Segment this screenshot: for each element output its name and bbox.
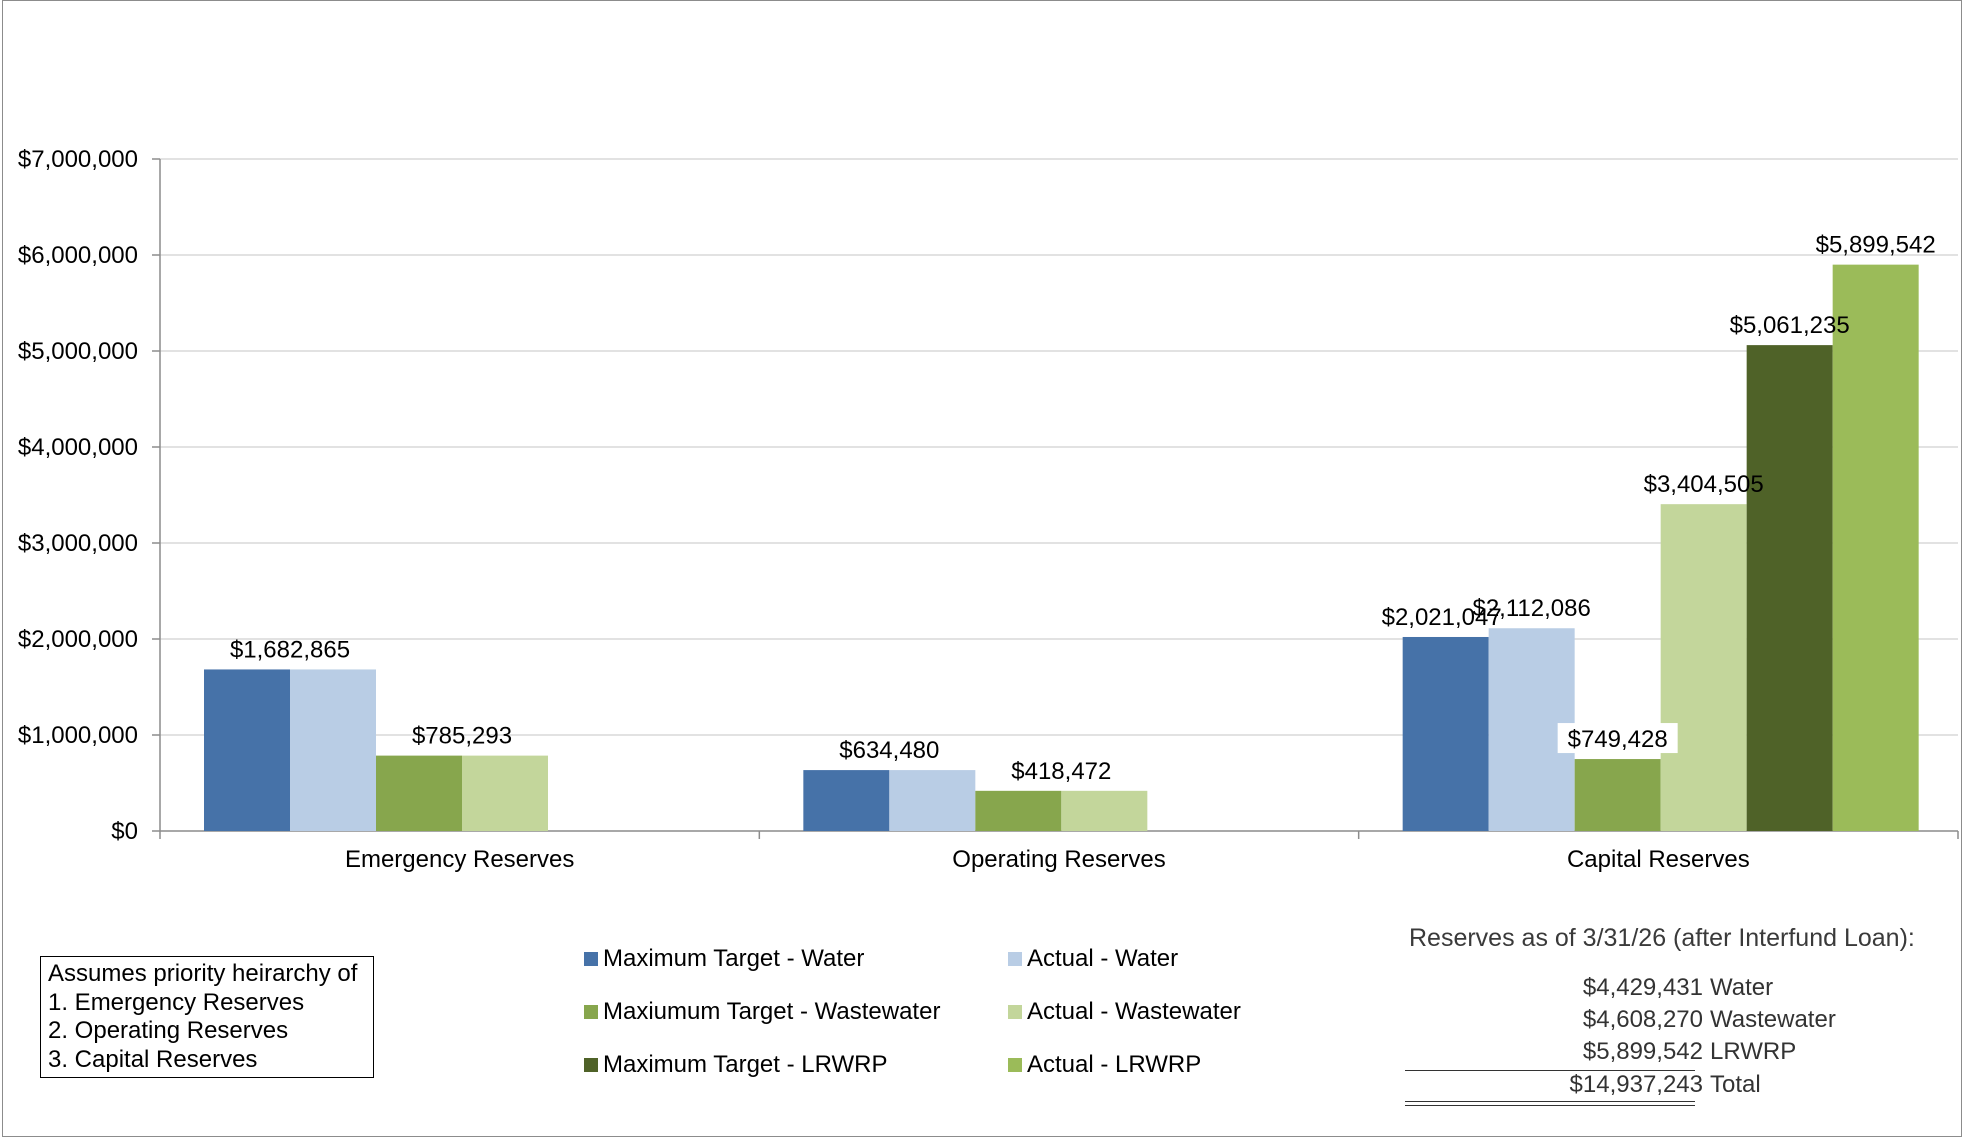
legend-label: Actual - Water [1027,945,1179,972]
priority-note-box: Assumes priority heirarchy of 1. Emergen… [40,956,374,1078]
legend-item: Maximum Target - Water [584,945,864,973]
bar [803,770,890,831]
summary-label: Water [1710,974,1774,1001]
summary-amount: $5,899,542 [1582,1038,1703,1065]
bar [1574,759,1661,831]
note-line: 2. Operating Reserves [48,1017,289,1044]
bar [1746,345,1833,831]
data-label: $418,472 [1011,758,1111,785]
legend-swatch [1008,952,1022,966]
x-category-label: Capital Reserves [1567,846,1750,873]
bar [462,755,548,831]
chart-legend: Maximum Target - Water Actual - Water Ma… [584,940,1284,1100]
legend-label: Actual - Wastewater [1027,998,1241,1025]
y-tick-label: $1,000,000 [18,722,138,749]
y-tick-label: $4,000,000 [18,434,138,461]
data-label: $634,480 [839,737,939,764]
legend-swatch [1008,1058,1022,1072]
x-category-label: Emergency Reserves [345,846,574,873]
legend-item: Actual - Wastewater [1008,998,1241,1026]
data-label: $749,428 [1568,726,1668,753]
y-tick-label: $0 [111,818,138,845]
y-tick-label: $2,000,000 [18,626,138,653]
note-line: Assumes priority heirarchy of [48,960,358,987]
bar [975,790,1062,831]
y-tick-label: $5,000,000 [18,338,138,365]
legend-item: Actual - LRWRP [1008,1051,1201,1079]
summary-amount: $4,429,431 [1582,974,1703,1001]
legend-label: Maximum Target - Water [603,945,865,972]
bar [1061,790,1148,831]
reserves-summary: Reserves as of 3/31/26 (after Interfund … [1405,920,1945,1110]
data-label-background [1557,723,1678,754]
summary-title: Reserves as of 3/31/26 (after Interfund … [1409,924,1915,952]
bar [1660,504,1747,831]
reserves-bar-chart: $0 $1,000,000 $2,000,000 $3,000,000 $4,000,0… [18,146,1959,873]
x-category-label: Operating Reserves [952,846,1165,873]
legend-swatch [584,1058,598,1072]
bar [889,770,976,831]
data-label: $785,293 [412,723,512,750]
summary-row-water: $4,429,431 Water [1405,974,1945,1006]
legend-label: Actual - LRWRP [1027,1051,1202,1078]
bar [204,669,290,831]
y-tick-label: $7,000,000 [18,146,138,173]
legend-swatch [584,952,598,966]
legend-swatch [1008,1005,1022,1019]
summary-total-double-rule [1405,1101,1695,1106]
summary-subtotal-rule [1405,1070,1695,1071]
summary-total-label: Total [1710,1071,1761,1098]
summary-row-total: $14,937,243 Total [1405,1071,1945,1103]
note-line: 1. Emergency Reserves [48,988,305,1016]
data-label: $5,061,235 [1730,312,1850,339]
bar [376,755,462,831]
bar [1832,264,1919,831]
summary-total-amount: $14,937,243 [1569,1071,1703,1098]
data-label: $3,404,505 [1644,471,1764,498]
y-tick-label: $6,000,000 [18,242,138,269]
data-label: $5,899,542 [1816,232,1936,259]
legend-item: Actual - Water [1008,945,1178,973]
summary-row-wastewater: $4,608,270 Wastewater [1405,1006,1945,1038]
legend-item: Maximum Target - LRWRP [584,1051,888,1079]
legend-item: Maxiumum Target - Wastewater [584,998,940,1026]
data-label: $1,682,865 [230,636,350,663]
legend-label: Maximum Target - LRWRP [603,1051,888,1078]
legend-label: Maxiumum Target - Wastewater [603,998,941,1025]
bar [1402,636,1489,831]
summary-label: Wastewater [1710,1006,1836,1033]
note-line: 3. Capital Reserves [48,1045,258,1073]
summary-amount: $4,608,270 [1582,1006,1703,1033]
y-tick-label: $3,000,000 [18,530,138,557]
bar [290,669,376,831]
legend-swatch [584,1005,598,1019]
data-label: $2,112,086 [1472,595,1590,622]
summary-row-lrwrp: $5,899,542 LRWRP [1405,1038,1945,1070]
data-label: $2,021,047 [1382,604,1502,631]
summary-label: LRWRP [1710,1038,1797,1065]
